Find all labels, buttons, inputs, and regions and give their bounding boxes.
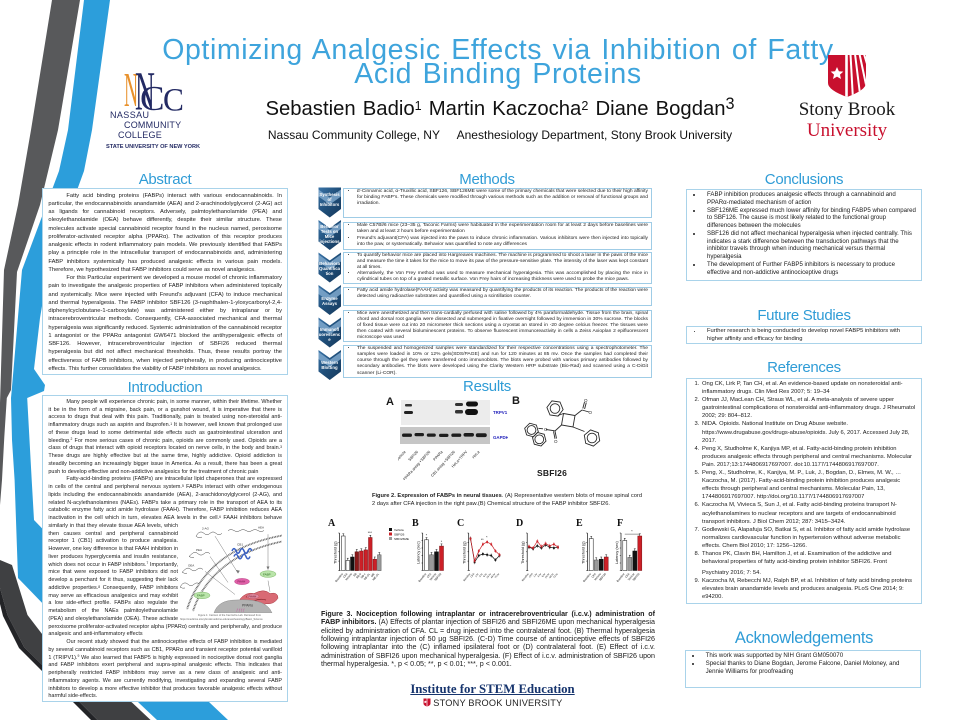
svg-text:F: F <box>617 518 623 529</box>
svg-text:TRPV1: TRPV1 <box>493 410 508 415</box>
svg-text:O: O <box>544 427 548 432</box>
svg-text:B: B <box>412 518 419 529</box>
svg-text:Vehicle: Vehicle <box>428 572 437 582</box>
svg-text:ME: ME <box>370 572 376 578</box>
svg-text:24-hr: 24-hr <box>486 573 492 580</box>
svg-text:GAPDH: GAPDH <box>493 435 508 440</box>
svg-text:3-hr: 3-hr <box>537 573 542 578</box>
svg-text:CB1: CB1 <box>237 542 244 546</box>
svg-text:72-hr: 72-hr <box>553 573 559 580</box>
svg-text:SB-b: SB-b <box>355 572 362 580</box>
svg-text:Threshold (g): Threshold (g) <box>521 541 525 564</box>
svg-text:N: N <box>135 61 155 115</box>
svg-text:AEA: AEA <box>258 526 264 530</box>
svg-text:*: * <box>631 530 633 534</box>
svg-text:Baseline: Baseline <box>334 572 344 583</box>
svg-text:C: C <box>140 79 165 115</box>
svg-text:CFA: CFA <box>342 572 349 579</box>
svg-text:SB: SB <box>352 572 358 578</box>
svg-text:SB-CL: SB-CL <box>363 572 372 581</box>
svg-text:SBFI26: SBFI26 <box>598 572 607 582</box>
svg-text:SBFI26: SBFI26 <box>394 532 405 536</box>
svg-text:Baseline: Baseline <box>582 572 592 583</box>
svg-text:CFA: CFA <box>590 572 597 579</box>
svg-text:SBFI26: SBFI26 <box>433 572 442 582</box>
svg-text:FAAH: FAAH <box>248 594 256 598</box>
svg-text:Baseline: Baseline <box>417 572 427 583</box>
svg-text:6-hr: 6-hr <box>483 573 488 578</box>
svg-text:HeLa: HeLa <box>471 449 481 459</box>
svg-text:PEA: PEA <box>196 548 202 552</box>
svg-text:1-hr: 1-hr <box>474 573 479 578</box>
svg-text:Vehicle: Vehicle <box>593 572 602 582</box>
svg-text:Threshold (g): Threshold (g) <box>334 541 338 564</box>
svg-text:Vehicle: Vehicle <box>394 528 404 532</box>
svg-text:1-hr: 1-hr <box>533 573 538 578</box>
svg-text:3-hr: 3-hr <box>479 573 484 578</box>
svg-text:O: O <box>554 439 558 444</box>
svg-text:Vehicle: Vehicle <box>398 450 407 462</box>
svg-text:FABP: FABP <box>197 594 205 598</box>
svg-text:E: E <box>576 518 583 529</box>
svg-text:CFA: CFA <box>426 572 433 579</box>
svg-text:*: * <box>486 536 488 540</box>
svg-text:C: C <box>163 81 184 115</box>
svg-text:C: C <box>457 518 464 529</box>
svg-text:PPARα: PPARα <box>242 603 253 607</box>
svg-text:Baseline: Baseline <box>521 572 530 582</box>
svg-text:Threshold (g): Threshold (g) <box>463 541 467 564</box>
svg-text:SBFI26ME: SBFI26ME <box>394 537 409 541</box>
svg-text:ME-CL: ME-CL <box>371 572 380 582</box>
svg-text:*: * <box>426 534 428 538</box>
svg-text:6-hr: 6-hr <box>541 573 546 578</box>
svg-text:72-hr: 72-hr <box>494 573 500 580</box>
svg-text:CFA: CFA <box>528 572 534 578</box>
svg-text:O: O <box>589 410 593 415</box>
svg-text:Threshold (g): Threshold (g) <box>581 541 585 564</box>
svg-text:*: * <box>441 540 443 544</box>
svg-text:Baseline: Baseline <box>463 572 472 582</box>
svg-text:48-hr: 48-hr <box>549 573 555 580</box>
svg-text:2-AG: 2-AG <box>202 527 210 531</box>
svg-text:CFA: CFA <box>470 572 476 578</box>
svg-text:A: A <box>328 518 336 529</box>
svg-text:Latency (sec): Latency (sec) <box>615 540 619 564</box>
svg-text:SBFI26: SBFI26 <box>408 450 419 462</box>
svg-text:OEA: OEA <box>188 564 194 568</box>
svg-text:PPARa: PPARa <box>433 449 445 461</box>
svg-text:**: ** <box>481 538 484 542</box>
svg-text:Vehicle: Vehicle <box>344 572 353 582</box>
svg-text:CFA: CFA <box>624 572 631 579</box>
svg-text:FAAH: FAAH <box>237 580 245 584</box>
svg-text:SB-c: SB-c <box>360 572 367 580</box>
svg-text:ƒƒƒƒ: ƒƒƒƒ <box>236 608 245 612</box>
svg-text:N: N <box>124 64 138 115</box>
svg-text:D: D <box>516 518 523 529</box>
svg-text:FABP: FABP <box>263 572 271 576</box>
svg-text:SBFI26: SBFI26 <box>632 572 641 582</box>
svg-text:Baseline: Baseline <box>616 572 626 583</box>
svg-text:Vehicle: Vehicle <box>627 572 636 582</box>
svg-text:Latency (sec): Latency (sec) <box>417 540 421 564</box>
svg-text:O: O <box>584 398 588 403</box>
svg-text:48-hr: 48-hr <box>490 573 496 580</box>
svg-text:24-hr: 24-hr <box>544 573 550 580</box>
svg-text:***: *** <box>368 531 373 535</box>
